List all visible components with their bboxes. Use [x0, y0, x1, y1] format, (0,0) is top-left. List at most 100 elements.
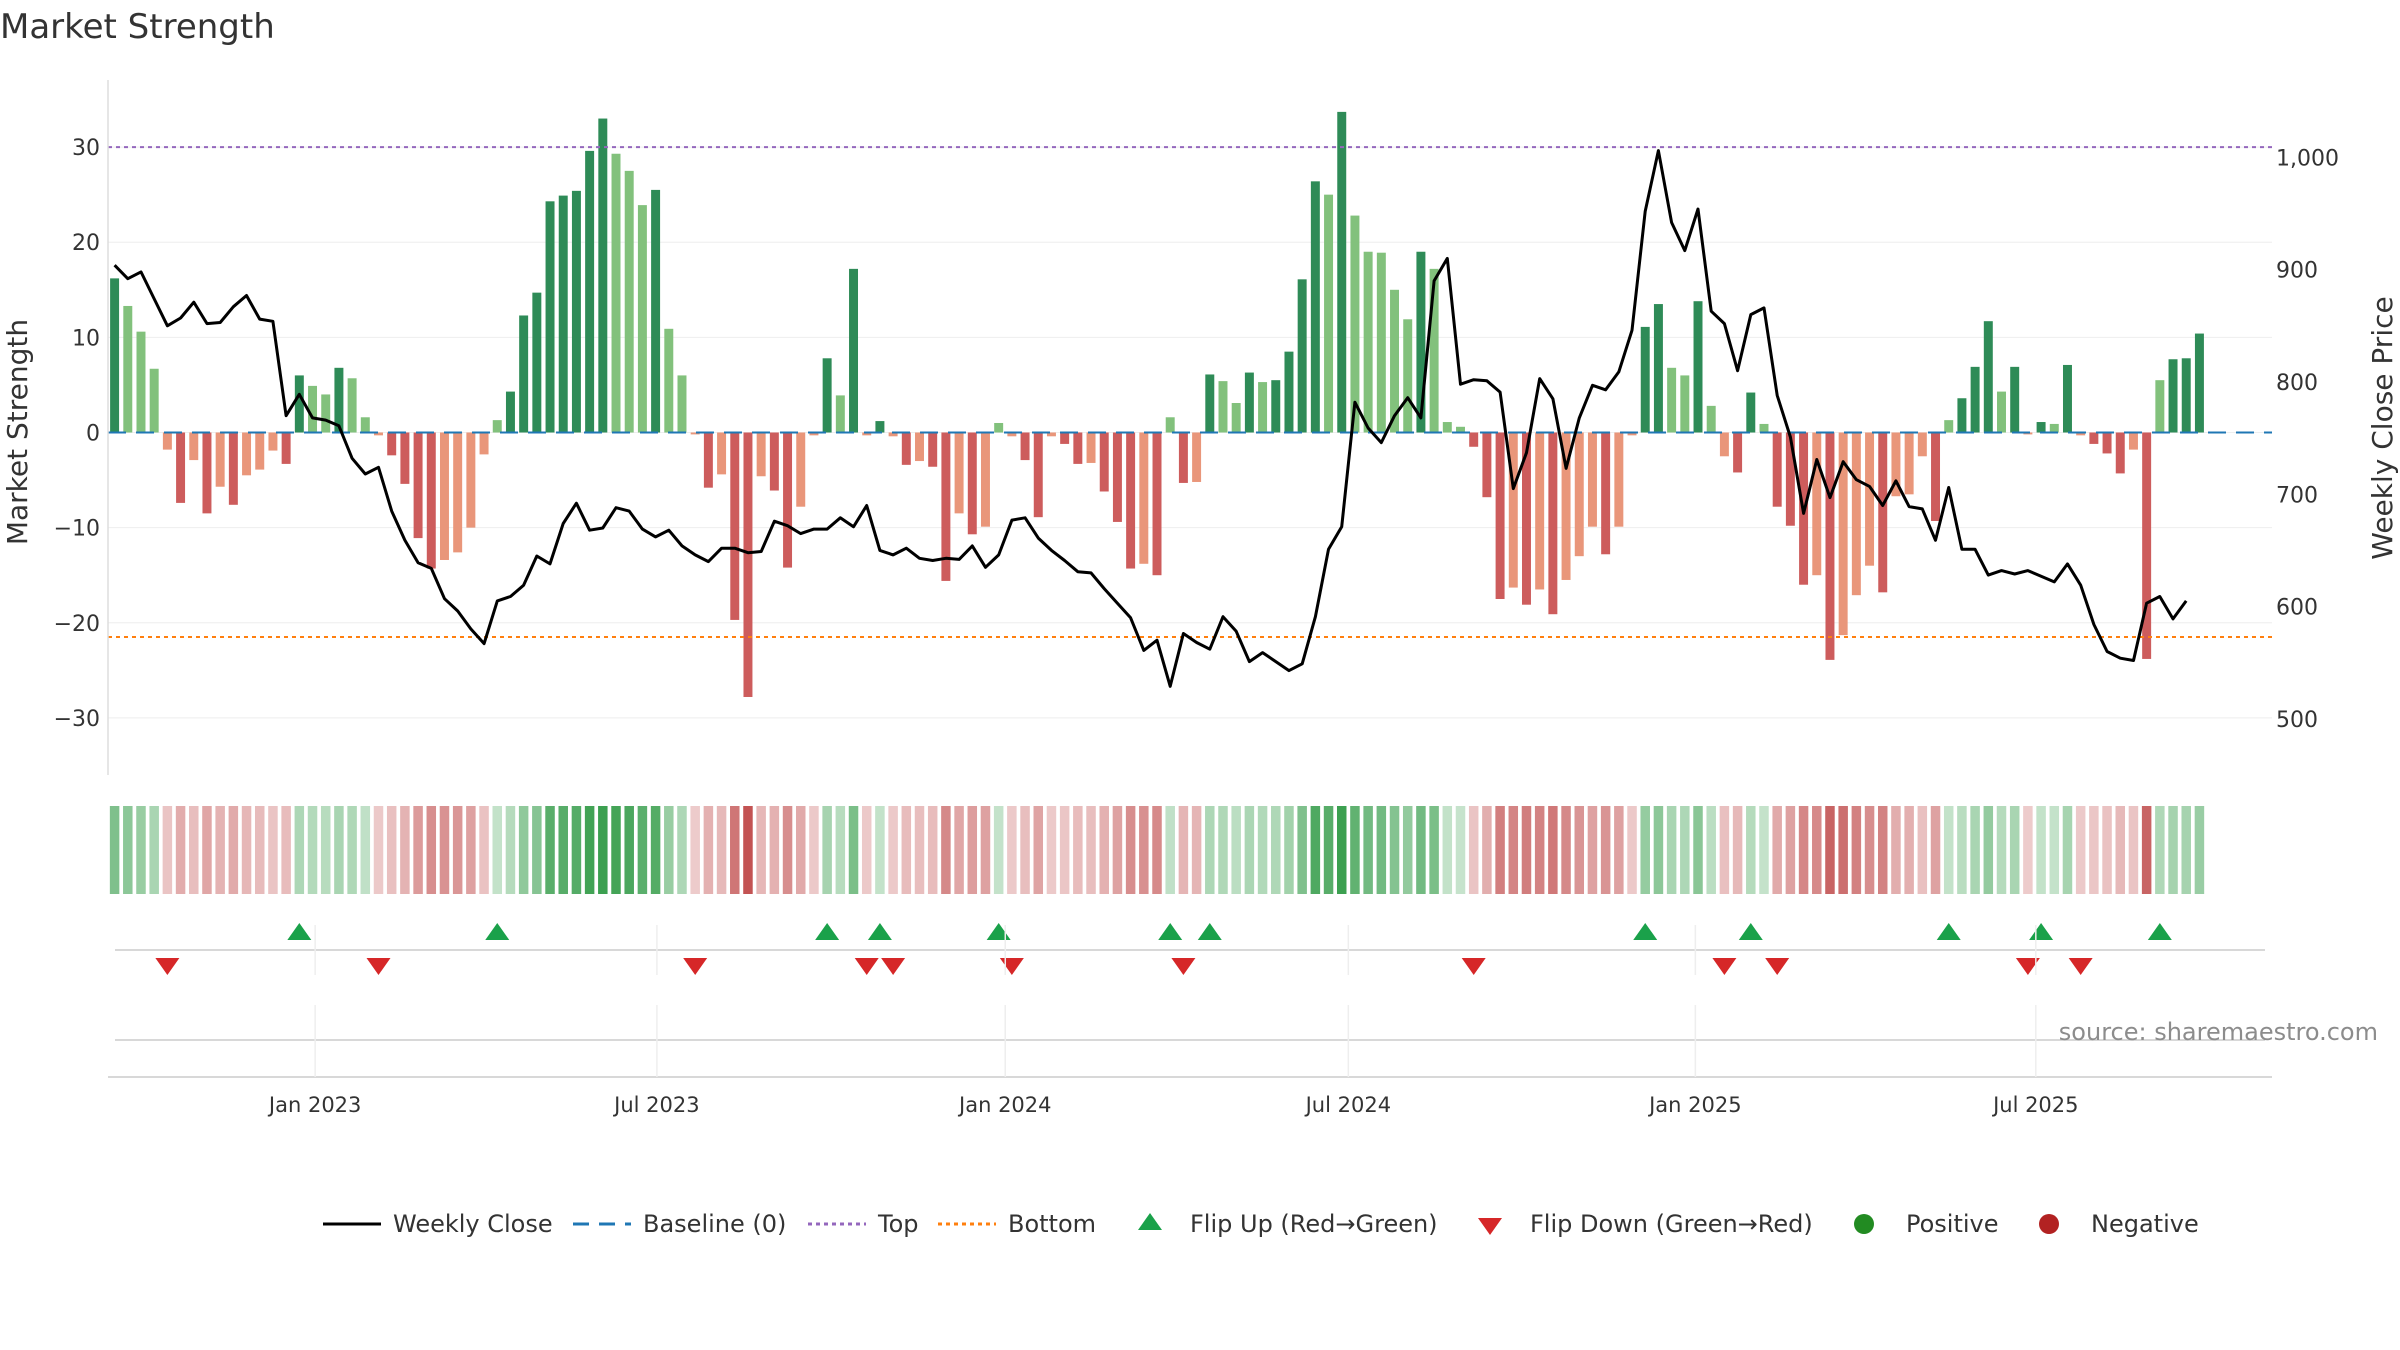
heat-cell [1825, 806, 1835, 894]
strength-bar [703, 432, 713, 488]
heat-cell [1178, 806, 1189, 894]
heat-cell [1007, 806, 1017, 894]
heat-cell [1191, 806, 1202, 894]
heat-cell [1336, 806, 1347, 894]
strength-bar [439, 432, 449, 560]
legend-label: Weekly Close [393, 1210, 553, 1238]
strength-bar [717, 432, 727, 475]
strength-bar [1878, 432, 1888, 593]
strength-bar [901, 432, 911, 465]
strength-bar [1495, 432, 1505, 599]
strength-bar [888, 432, 898, 437]
weekly-close-line [113, 149, 2188, 688]
strength-bar [1244, 372, 1254, 433]
strength-bar [1851, 432, 1861, 596]
strength-bars [110, 111, 2204, 697]
strength-bar [730, 432, 740, 620]
heat-cell [1640, 806, 1650, 894]
strength-bar [426, 432, 436, 569]
heat-cell [795, 806, 806, 894]
heat-cell [1376, 806, 1387, 894]
legend-swatch [1478, 1218, 1502, 1235]
heat-cell [1798, 806, 1809, 894]
strength-bar [1284, 351, 1294, 433]
strength-bar [1337, 111, 1347, 433]
heat-cell [888, 806, 898, 894]
y-right-tick-label: 1,000 [2276, 146, 2339, 171]
heat-cell [1983, 806, 1994, 894]
heat-cell [1482, 806, 1492, 894]
strength-bar [2102, 432, 2112, 454]
strength-bar [321, 394, 331, 433]
heat-cell [650, 806, 661, 894]
weekly-close-line-group [113, 149, 2188, 688]
strength-bar [162, 432, 172, 450]
heat-cell [2115, 806, 2126, 894]
strength-bar [1706, 405, 1716, 433]
strength-bar [1086, 432, 1096, 463]
heat-cell [941, 806, 951, 894]
strength-bar [2155, 380, 2165, 433]
strength-bar [2036, 422, 2046, 433]
strength-bar [136, 331, 146, 433]
flip-down-marker [1171, 958, 1196, 975]
strength-bar [1640, 326, 1650, 433]
heat-cell [967, 806, 978, 894]
strength-bar [585, 150, 595, 433]
strength-bar [1390, 289, 1400, 433]
heat-cell [1350, 806, 1360, 894]
heat-cell [1284, 806, 1294, 894]
heat-cell [1508, 806, 1519, 894]
legend-swatch [2039, 1214, 2059, 1234]
heat-cell [1112, 806, 1123, 894]
heat-cell [1627, 806, 1637, 894]
strength-bar [1548, 432, 1558, 615]
heat-cell [320, 806, 331, 894]
heat-cell [756, 806, 766, 894]
strength-bar [637, 205, 647, 433]
legend-item-baseline: Baseline (0) [573, 1210, 786, 1238]
strength-bar [242, 432, 252, 476]
heat-cell [1812, 806, 1822, 894]
heat-cell [1759, 806, 1769, 894]
heat-cell [1600, 806, 1611, 894]
flip-up-marker [986, 923, 1011, 940]
heat-cell [109, 806, 120, 894]
strength-bar [1812, 432, 1822, 576]
heat-cell [1561, 806, 1571, 894]
strength-bar [651, 189, 661, 433]
heat-cell [2036, 806, 2046, 894]
strength-bar [1733, 432, 1743, 473]
strength-bar [1112, 432, 1122, 522]
heat-cell [1455, 806, 1466, 894]
flip-markers [155, 923, 2172, 975]
flip-down-marker [2015, 958, 2040, 975]
strength-bar [1653, 304, 1663, 433]
strength-bar [1403, 319, 1413, 433]
strength-bar [308, 385, 318, 433]
strength-bar [413, 432, 423, 539]
legend-label: Negative [2091, 1210, 2199, 1238]
strength-bar [783, 432, 793, 568]
flip-down-marker [366, 958, 391, 975]
heat-cell [980, 806, 991, 894]
strength-bar [2168, 359, 2178, 433]
strength-bar [915, 432, 924, 462]
legend: Weekly Close Baseline (0) Top Bottom Flip Up… [323, 1210, 2199, 1238]
heat-cell [281, 806, 291, 894]
heat-cell [743, 806, 753, 894]
heat-cell [848, 806, 859, 894]
heat-cell [1904, 806, 1914, 894]
y-left-tick-label: 10 [72, 326, 100, 351]
strength-bar [928, 432, 938, 467]
heat-cell [1165, 806, 1175, 894]
strength-bar [1719, 432, 1729, 457]
strength-bar [1310, 181, 1320, 433]
heat-cell [1429, 806, 1439, 894]
heat-cell [1297, 806, 1307, 894]
legend-item-flipup: Flip Up (Red→Green) [1138, 1210, 1438, 1238]
y-right-tick-label: 700 [2276, 483, 2318, 508]
heat-cell [637, 806, 648, 894]
heat-cell [162, 806, 173, 894]
heat-cell [1653, 806, 1664, 894]
